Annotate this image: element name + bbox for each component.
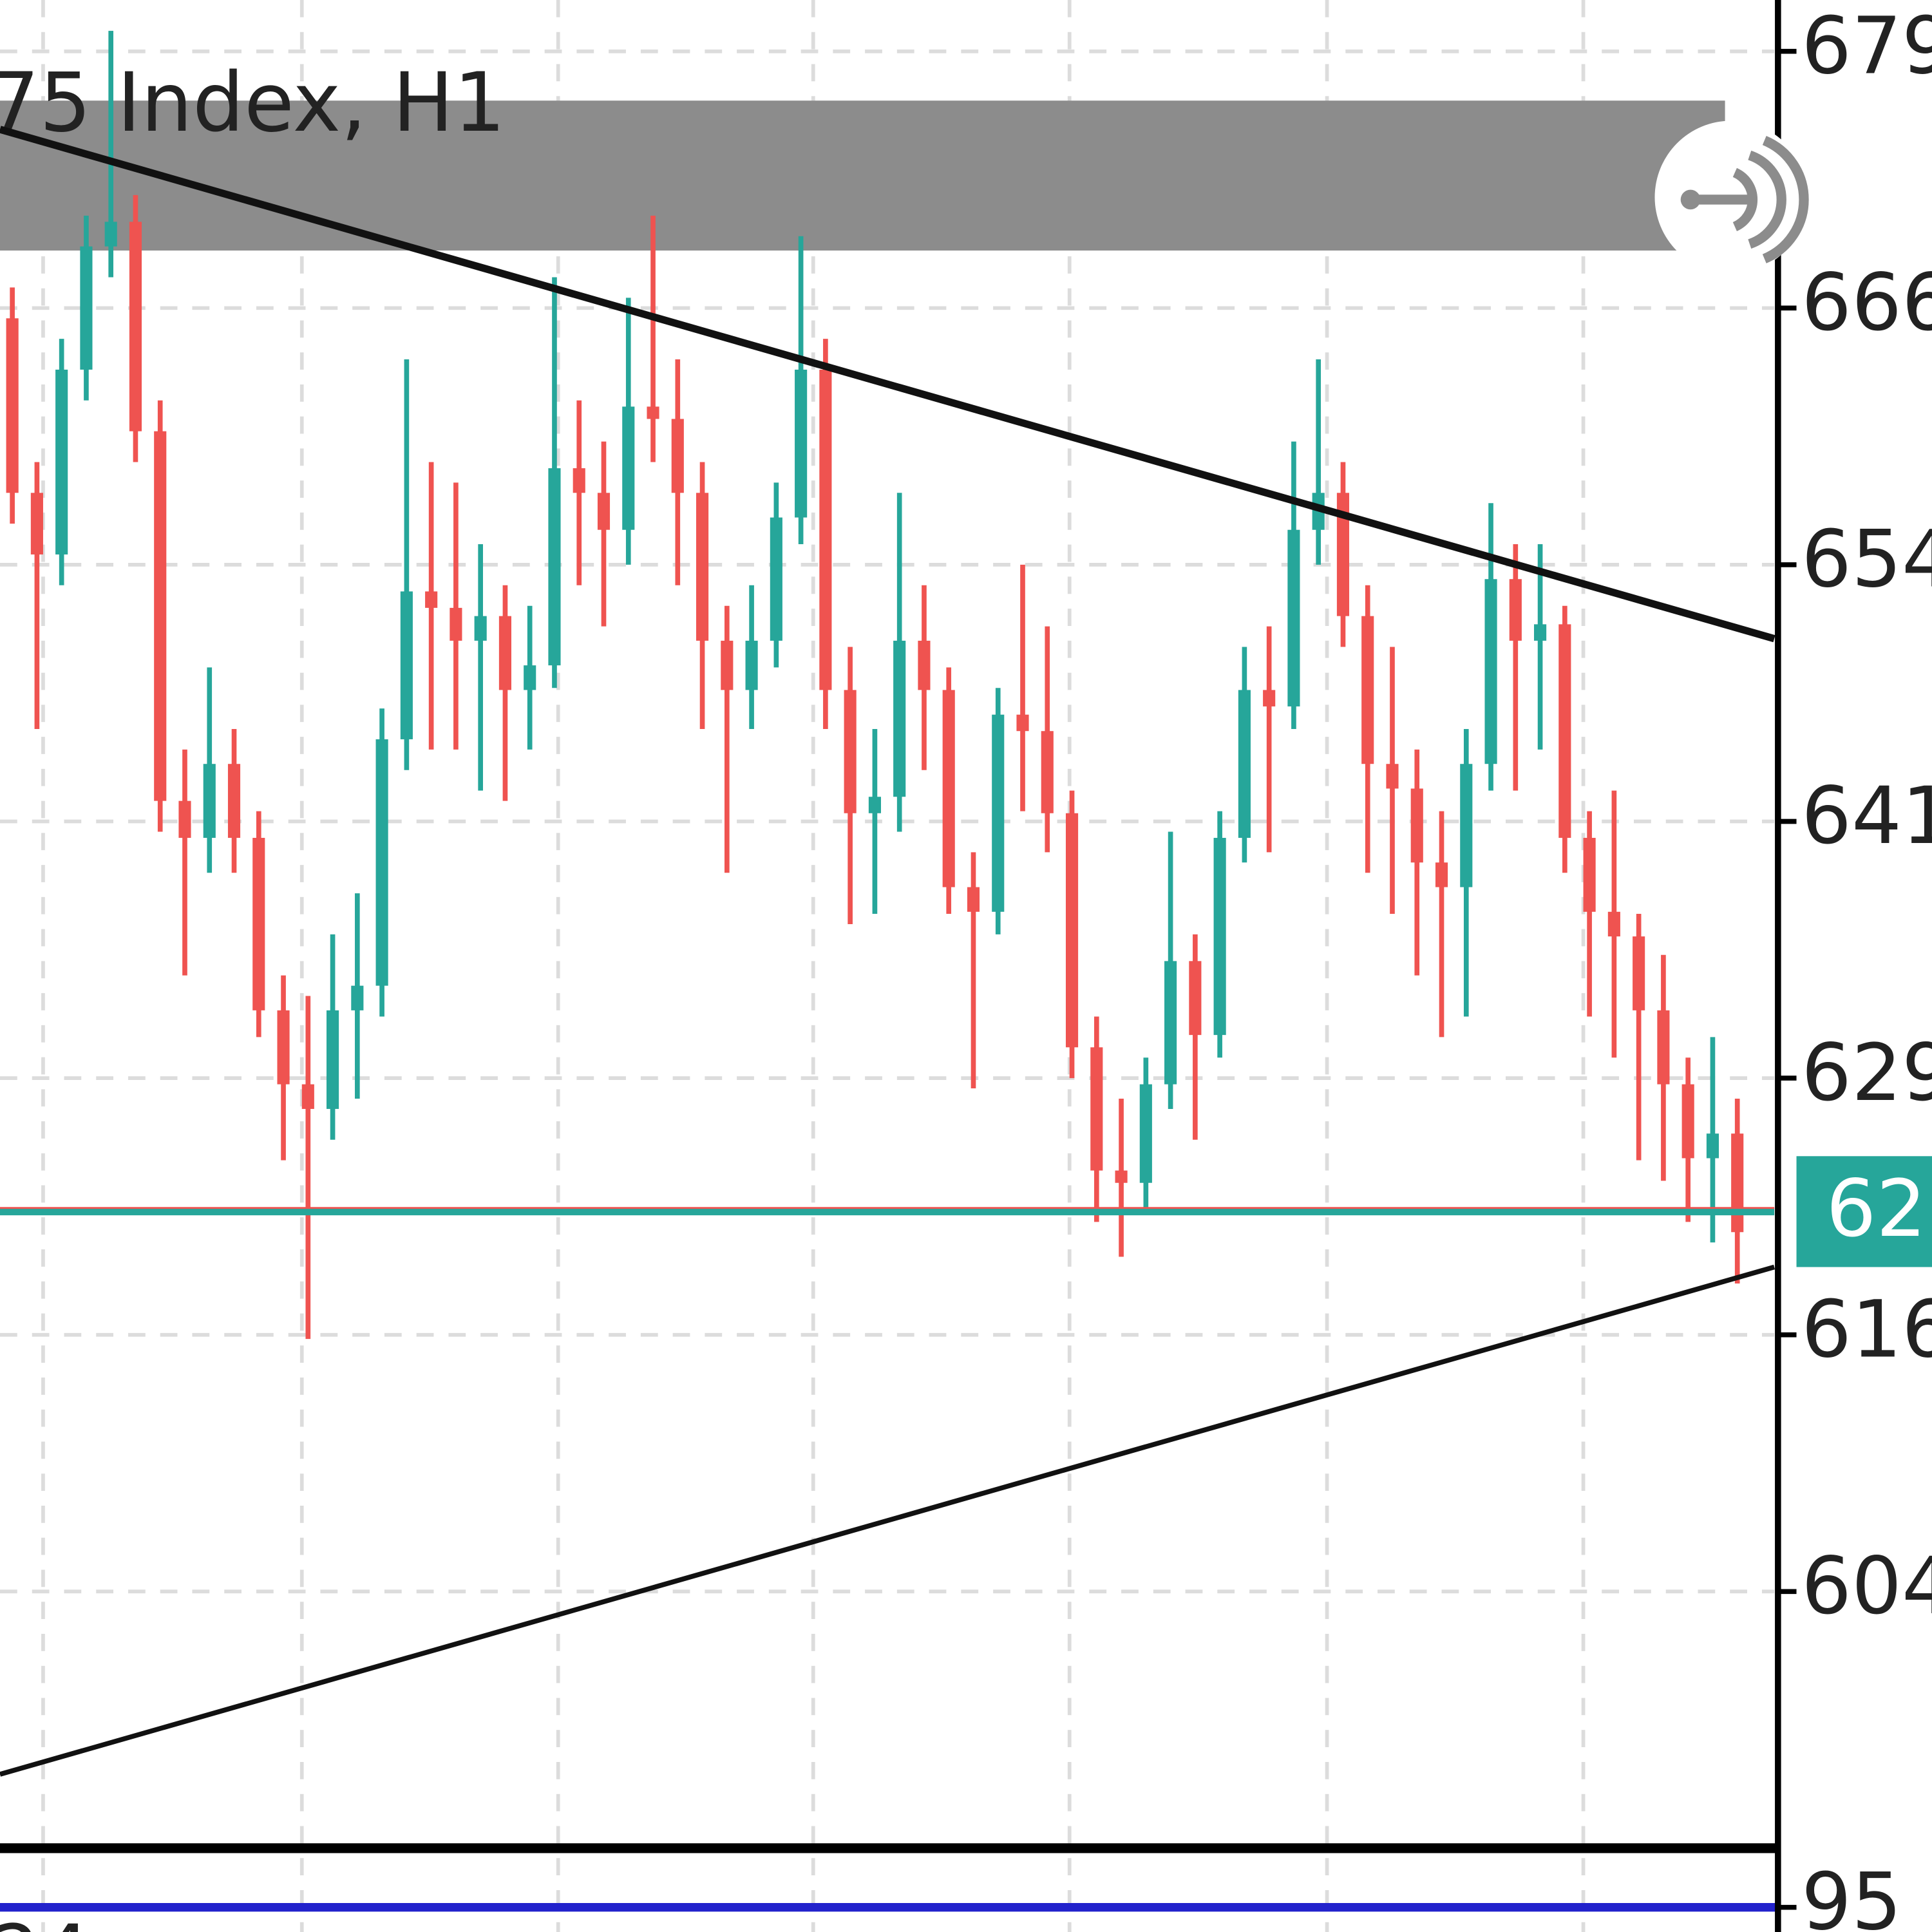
candle-body	[868, 797, 881, 813]
candle-body	[474, 616, 487, 641]
candle-body	[1558, 624, 1571, 838]
subpanel-tick-label: 95	[1801, 1855, 1902, 1932]
candle-body	[795, 369, 808, 518]
candle-body	[1534, 624, 1547, 641]
candle-body	[548, 468, 561, 666]
candle-body	[450, 607, 462, 641]
candle-body	[1386, 764, 1399, 789]
candle-body	[819, 369, 832, 690]
candle-body	[1041, 731, 1054, 813]
candle-body	[301, 1084, 314, 1109]
candle-body	[573, 468, 585, 493]
subpanel-label: 24	[0, 1908, 91, 1932]
candle-body	[1657, 1010, 1670, 1084]
candle-body	[6, 318, 19, 493]
candle-body	[1435, 862, 1448, 887]
candle-body	[1336, 493, 1350, 616]
candle-body	[1139, 1084, 1152, 1183]
candle-body	[1633, 936, 1645, 1010]
trendline	[0, 126, 1776, 643]
grid	[0, 0, 1775, 1932]
candle-body	[1263, 690, 1276, 706]
candle-body	[942, 690, 955, 887]
candle-body	[1410, 788, 1423, 863]
last-price-box	[1796, 1156, 1932, 1267]
candle-body	[1189, 961, 1202, 1036]
candle-body	[622, 406, 635, 530]
candle-body	[696, 493, 709, 641]
chart-title: 75 Index, H1	[0, 55, 506, 150]
candle-body	[1607, 911, 1620, 937]
candle-body	[647, 406, 659, 419]
y-tick-label: 679	[1801, 0, 1932, 91]
candle-body	[104, 222, 117, 247]
candle-body	[1238, 690, 1251, 838]
y-tick-label: 654	[1801, 513, 1932, 605]
candle-body	[1164, 961, 1177, 1084]
candle-body	[1213, 838, 1226, 1036]
last-price-label: 62	[1826, 1162, 1926, 1255]
candle-body	[1484, 579, 1497, 764]
zone-layer	[0, 100, 1725, 251]
candle-body	[351, 985, 364, 1010]
overlay: 62 24	[0, 126, 1932, 1932]
candle-body	[498, 616, 512, 690]
candle-body	[277, 1010, 290, 1084]
candle-body	[400, 591, 413, 739]
candle-body	[992, 714, 1005, 912]
candle-body	[745, 640, 758, 690]
candle-body	[967, 887, 980, 912]
candle-body	[1706, 1133, 1719, 1159]
y-tick-label: 629	[1801, 1027, 1932, 1119]
candle-body	[671, 419, 684, 493]
candle-body	[55, 369, 68, 554]
candle-body	[893, 640, 906, 797]
podcast-icon-waves	[1732, 136, 1809, 263]
candle-body	[1460, 764, 1473, 887]
candle-body	[1287, 529, 1300, 706]
candle-body	[252, 838, 265, 1010]
podcast-button[interactable]	[1654, 120, 1809, 274]
candle-body	[327, 1010, 339, 1109]
candles	[6, 30, 1744, 1340]
candle-body	[844, 690, 857, 813]
candle-body	[30, 493, 43, 554]
candle-body	[129, 222, 142, 431]
candle-body	[1115, 1170, 1128, 1183]
candle-body	[203, 764, 216, 838]
candle-body	[1361, 616, 1374, 764]
candle-body	[597, 493, 611, 530]
candle-body	[178, 800, 191, 838]
candle-body	[1065, 813, 1079, 1048]
candle-body	[1583, 838, 1596, 912]
price-axis: 679 666 654 641 629 616 604 95	[1777, 0, 1932, 1932]
y-tick-label: 666	[1801, 256, 1932, 348]
candle-body	[425, 591, 438, 608]
candle-body	[1681, 1084, 1694, 1159]
y-tick-label: 616	[1801, 1283, 1932, 1375]
trendline	[0, 1264, 1776, 1777]
y-tick-label: 604	[1801, 1540, 1932, 1632]
candle-body	[1509, 579, 1522, 641]
candle-body	[918, 640, 931, 690]
candle-body	[770, 517, 782, 641]
candle-body	[154, 431, 167, 801]
candle-body	[1731, 1133, 1744, 1233]
candle-body	[721, 640, 734, 690]
candle-body	[1016, 714, 1029, 732]
y-tick-label: 641	[1801, 770, 1932, 862]
candle-body	[524, 665, 536, 690]
resistance-zone	[0, 100, 1725, 251]
candle-body	[375, 739, 388, 986]
candle-body	[1090, 1047, 1103, 1171]
candle-body	[227, 764, 241, 838]
candle-body	[80, 246, 93, 370]
